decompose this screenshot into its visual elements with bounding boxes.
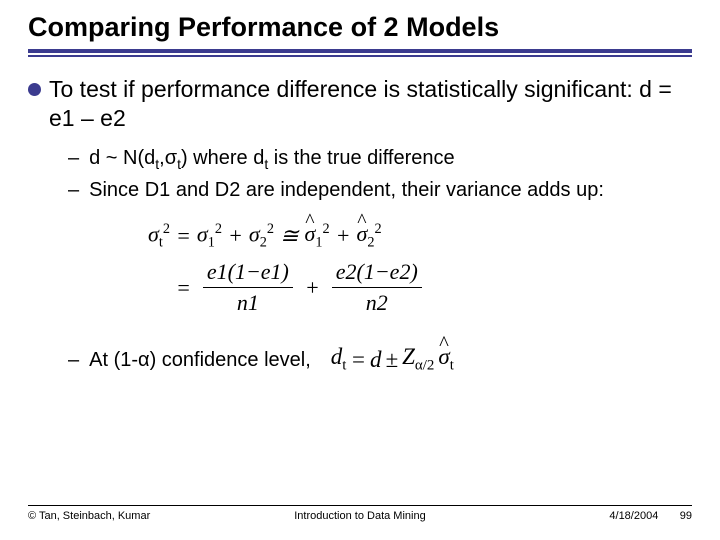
conf-sigma: σt	[438, 344, 454, 375]
eq-sign: =	[176, 223, 191, 249]
footer-date: 4/18/2004	[609, 510, 658, 522]
dash-icon: –	[68, 145, 79, 171]
formula-line-1: σt2 = σ12 + σ22 ≅ σ12 + σ22	[148, 221, 692, 252]
frac2-den: n2	[362, 288, 392, 316]
conf-pm: ±	[385, 347, 398, 373]
sub-bullet-3: – At (1-α) confidence level, dt = d ± Zα…	[68, 344, 692, 375]
sub-bullet-2: – Since D1 and D2 are independent, their…	[68, 177, 692, 203]
approx-sign: ≅	[280, 223, 298, 249]
sub-bullet-1-text: d ~ N(dt,σt) where dt is the true differ…	[89, 145, 455, 173]
sub-bullet-2-text: Since D1 and D2 are independent, their v…	[89, 177, 604, 203]
plus-sign: +	[228, 223, 243, 249]
fraction-2: e2(1−e2) n2	[332, 259, 422, 316]
footer-rule	[28, 505, 692, 506]
sub1-part: d ~ N(d	[89, 147, 155, 169]
sigma-2: σ22	[249, 221, 274, 252]
conf-d2: d	[370, 347, 382, 373]
frac1-den: n1	[233, 288, 263, 316]
sigma-1: σ12	[197, 221, 222, 252]
footer-page: 99	[680, 510, 692, 522]
variance-formula: σt2 = σ12 + σ22 ≅ σ12 + σ22 = e1(1−e1) n…	[148, 221, 692, 317]
footer-title: Introduction to Data Mining	[249, 510, 470, 522]
conf-eq: =	[350, 347, 366, 373]
slide-footer: © Tan, Steinbach, Kumar Introduction to …	[28, 510, 692, 522]
formula-line-2: = e1(1−e1) n1 + e2(1−e2) n2	[176, 259, 692, 316]
frac1-num: e1(1−e1)	[203, 259, 293, 288]
sub1-part4: is the true difference	[268, 147, 454, 169]
bullet-icon	[28, 83, 41, 96]
footer-right: 4/18/2004 99	[471, 510, 692, 522]
conf-d: dt	[331, 344, 347, 375]
sub1-part2: ,σ	[159, 147, 177, 169]
plus-sign-2: +	[336, 223, 351, 249]
eq-sign-2: =	[176, 275, 191, 301]
dash-icon: –	[68, 347, 79, 373]
conf-z: Zα/2	[402, 344, 434, 375]
sub-bullet-3-text: At (1-α) confidence level,	[89, 347, 311, 373]
slide-title: Comparing Performance of 2 Models	[28, 12, 692, 43]
fraction-1: e1(1−e1) n1	[203, 259, 293, 316]
confidence-formula: dt = d ± Zα/2 σt	[331, 344, 454, 375]
sigma-t: σt2	[148, 221, 170, 252]
sub-bullet-1: – d ~ N(dt,σt) where dt is the true diff…	[68, 145, 692, 173]
sub1-part3: ) where d	[181, 147, 264, 169]
sub-bullet-list: – d ~ N(dt,σt) where dt is the true diff…	[68, 145, 692, 376]
sigmahat-2: σ22	[357, 221, 382, 252]
main-bullet-text: To test if performance difference is sta…	[49, 75, 692, 133]
title-rule-thick	[28, 49, 692, 53]
main-bullet: To test if performance difference is sta…	[28, 75, 692, 133]
title-rule-thin	[28, 55, 692, 57]
footer-copyright: © Tan, Steinbach, Kumar	[28, 510, 249, 522]
dash-icon: –	[68, 177, 79, 203]
plus-sign-3: +	[305, 275, 320, 301]
slide-content: Comparing Performance of 2 Models To tes…	[0, 0, 720, 540]
frac2-num: e2(1−e2)	[332, 259, 422, 288]
sigmahat-1: σ12	[305, 221, 330, 252]
